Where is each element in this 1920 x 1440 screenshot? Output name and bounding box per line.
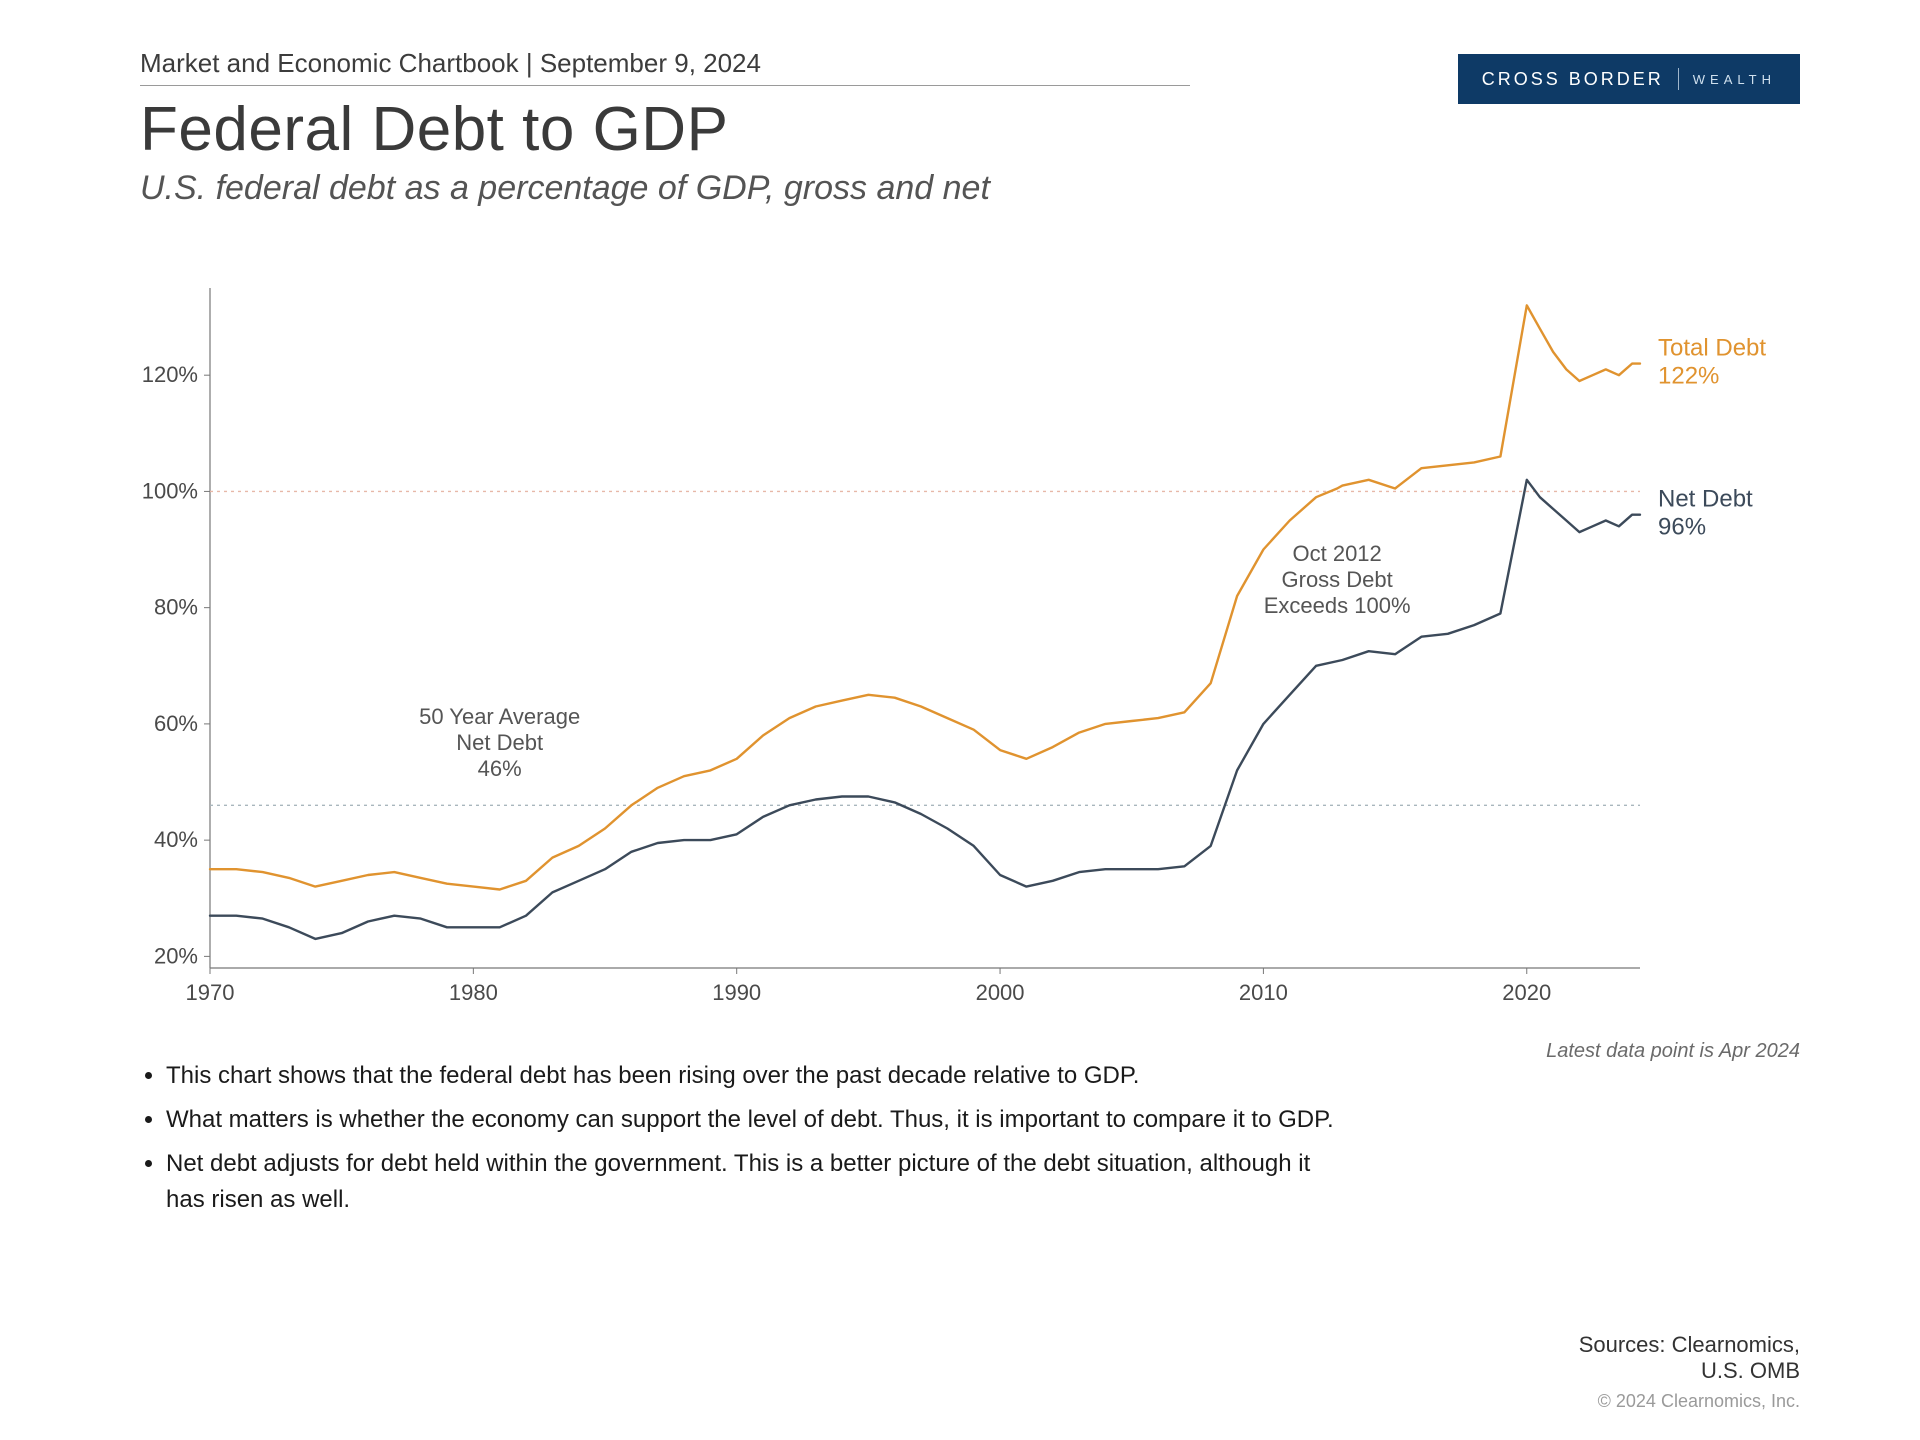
commentary-item: Net debt adjusts for debt held within th… xyxy=(166,1146,1346,1218)
chart-annotation: Gross Debt xyxy=(1282,567,1393,592)
series-label: 96% xyxy=(1658,514,1706,541)
logo-divider-icon xyxy=(1678,68,1679,90)
svg-text:20%: 20% xyxy=(154,943,198,968)
svg-text:1980: 1980 xyxy=(449,980,498,1005)
debt-line-chart: 20% 40% 60% 80% 100% 120% 1970 1980 1990 2000 2010… xyxy=(140,268,1840,1018)
page-title: Federal Debt to GDP xyxy=(140,94,1458,165)
series-label: Total Debt xyxy=(1658,335,1766,362)
series-total-debt xyxy=(210,305,1640,889)
logo-right: WEALTH xyxy=(1693,72,1776,87)
brand-logo: CROSS BORDER WEALTH xyxy=(1458,54,1800,104)
series-label: 122% xyxy=(1658,363,1719,390)
series-label: Net Debt xyxy=(1658,486,1753,513)
svg-text:60%: 60% xyxy=(154,711,198,736)
commentary-item: This chart shows that the federal debt h… xyxy=(166,1058,1346,1094)
header-row: Market and Economic Chartbook | Septembe… xyxy=(140,48,1800,208)
chart-annotation: 46% xyxy=(478,756,522,781)
chart-annotation: Net Debt xyxy=(456,730,543,755)
svg-text:100%: 100% xyxy=(142,478,198,503)
page-root: Market and Economic Chartbook | Septembe… xyxy=(0,0,1920,1440)
chart-annotation: Exceeds 100% xyxy=(1264,593,1411,618)
chart-annotation: Oct 2012 xyxy=(1293,541,1382,566)
header-rule xyxy=(140,85,1190,86)
svg-text:80%: 80% xyxy=(154,595,198,620)
copyright-label: © 2024 Clearnomics, Inc. xyxy=(1598,1391,1800,1412)
svg-text:1970: 1970 xyxy=(186,980,235,1005)
svg-text:2020: 2020 xyxy=(1502,980,1551,1005)
commentary-item: What matters is whether the economy can … xyxy=(166,1102,1346,1138)
svg-text:40%: 40% xyxy=(154,827,198,852)
page-subtitle: U.S. federal debt as a percentage of GDP… xyxy=(140,169,1458,208)
latest-data-note: Latest data point is Apr 2024 xyxy=(1546,1040,1800,1063)
header-left: Market and Economic Chartbook | Septembe… xyxy=(140,48,1458,208)
commentary-list: This chart shows that the federal debt h… xyxy=(166,1058,1346,1218)
chart-annotation: 50 Year Average xyxy=(419,704,580,729)
logo-left: CROSS BORDER xyxy=(1482,69,1664,90)
chart-container: 20% 40% 60% 80% 100% 120% 1970 1980 1990 2000 2010… xyxy=(140,268,1800,1018)
svg-text:2010: 2010 xyxy=(1239,980,1288,1005)
svg-text:1990: 1990 xyxy=(712,980,761,1005)
sources-label: Sources: Clearnomics,U.S. OMB xyxy=(1579,1332,1800,1384)
chartbook-overline: Market and Economic Chartbook | Septembe… xyxy=(140,48,1458,79)
svg-text:120%: 120% xyxy=(142,362,198,387)
svg-text:2000: 2000 xyxy=(976,980,1025,1005)
